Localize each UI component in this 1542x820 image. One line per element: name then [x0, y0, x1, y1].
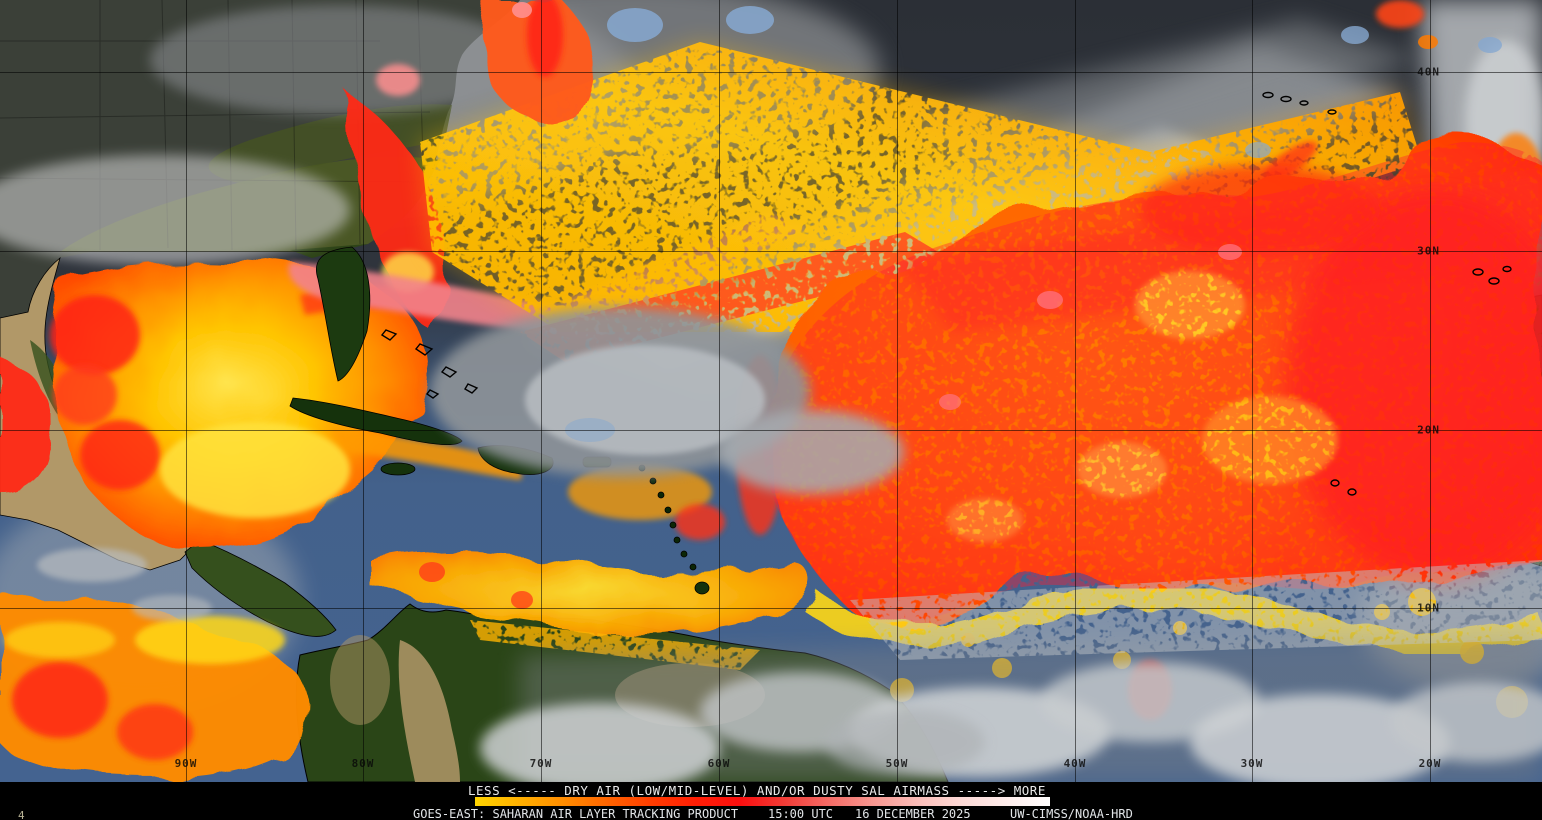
meridian-line-40w: [1075, 0, 1076, 782]
meridian-line-50w: [897, 0, 898, 782]
frame-number: 4: [18, 809, 25, 820]
lon-label-40w: 40W: [1063, 757, 1087, 770]
lat-label-40n: 40N: [1417, 65, 1440, 79]
lon-label-90w: 90W: [174, 757, 198, 770]
credit: UW-CIMSS/NOAA-HRD: [1010, 807, 1133, 820]
parallel-line-40n: [0, 72, 1542, 73]
lon-label-50w: 50W: [885, 757, 909, 770]
small-island-outlines: [380, 91, 1512, 496]
satellite-map: 90W 80W 70W 60W 50W 40W 30W 20W 40N 30N 20N 10N: [0, 0, 1542, 782]
lon-label-80w: 80W: [351, 757, 375, 770]
product-title: GOES-EAST: SAHARAN AIR LAYER TRACKING PR…: [413, 807, 739, 820]
legend-bar: LESS <----- DRY AIR (LOW/MID-LEVEL) AND/…: [0, 782, 1542, 820]
parallel-line-30n: [0, 251, 1542, 252]
colorbar-caption: LESS <----- DRY AIR (LOW/MID-LEVEL) AND/…: [468, 783, 1046, 798]
parallel-line-20n: [0, 430, 1542, 431]
parallel-line-10n: [0, 608, 1542, 609]
meridian-line-80w: [363, 0, 364, 782]
date: 16 DECEMBER 2025: [855, 807, 971, 820]
lon-label-60w: 60W: [707, 757, 731, 770]
lat-label-10n: 10N: [1417, 601, 1440, 615]
meridian-line-90w: [186, 0, 187, 782]
timestamp-utc: 15:00 UTC: [768, 807, 834, 820]
meridian-line-60w: [719, 0, 720, 782]
sal-dust-plumes: [0, 0, 1542, 778]
lon-label-70w: 70W: [529, 757, 553, 770]
lat-label-20n: 20N: [1417, 423, 1440, 437]
meridian-line-20w: [1430, 0, 1431, 782]
lon-label-30w: 30W: [1240, 757, 1264, 770]
lon-label-20w: 20W: [1418, 757, 1442, 770]
cloud-masses: [37, 307, 1542, 782]
meridian-line-30w: [1252, 0, 1253, 782]
lat-label-30n: 30N: [1417, 244, 1440, 258]
meridian-line-70w: [541, 0, 542, 782]
satellite-imagery: [0, 0, 1542, 782]
sal-intensity-colorbar: [475, 797, 1050, 806]
status-bar: 4 GOES-EAST: SAHARAN AIR LAYER TRACKING …: [0, 807, 1542, 820]
